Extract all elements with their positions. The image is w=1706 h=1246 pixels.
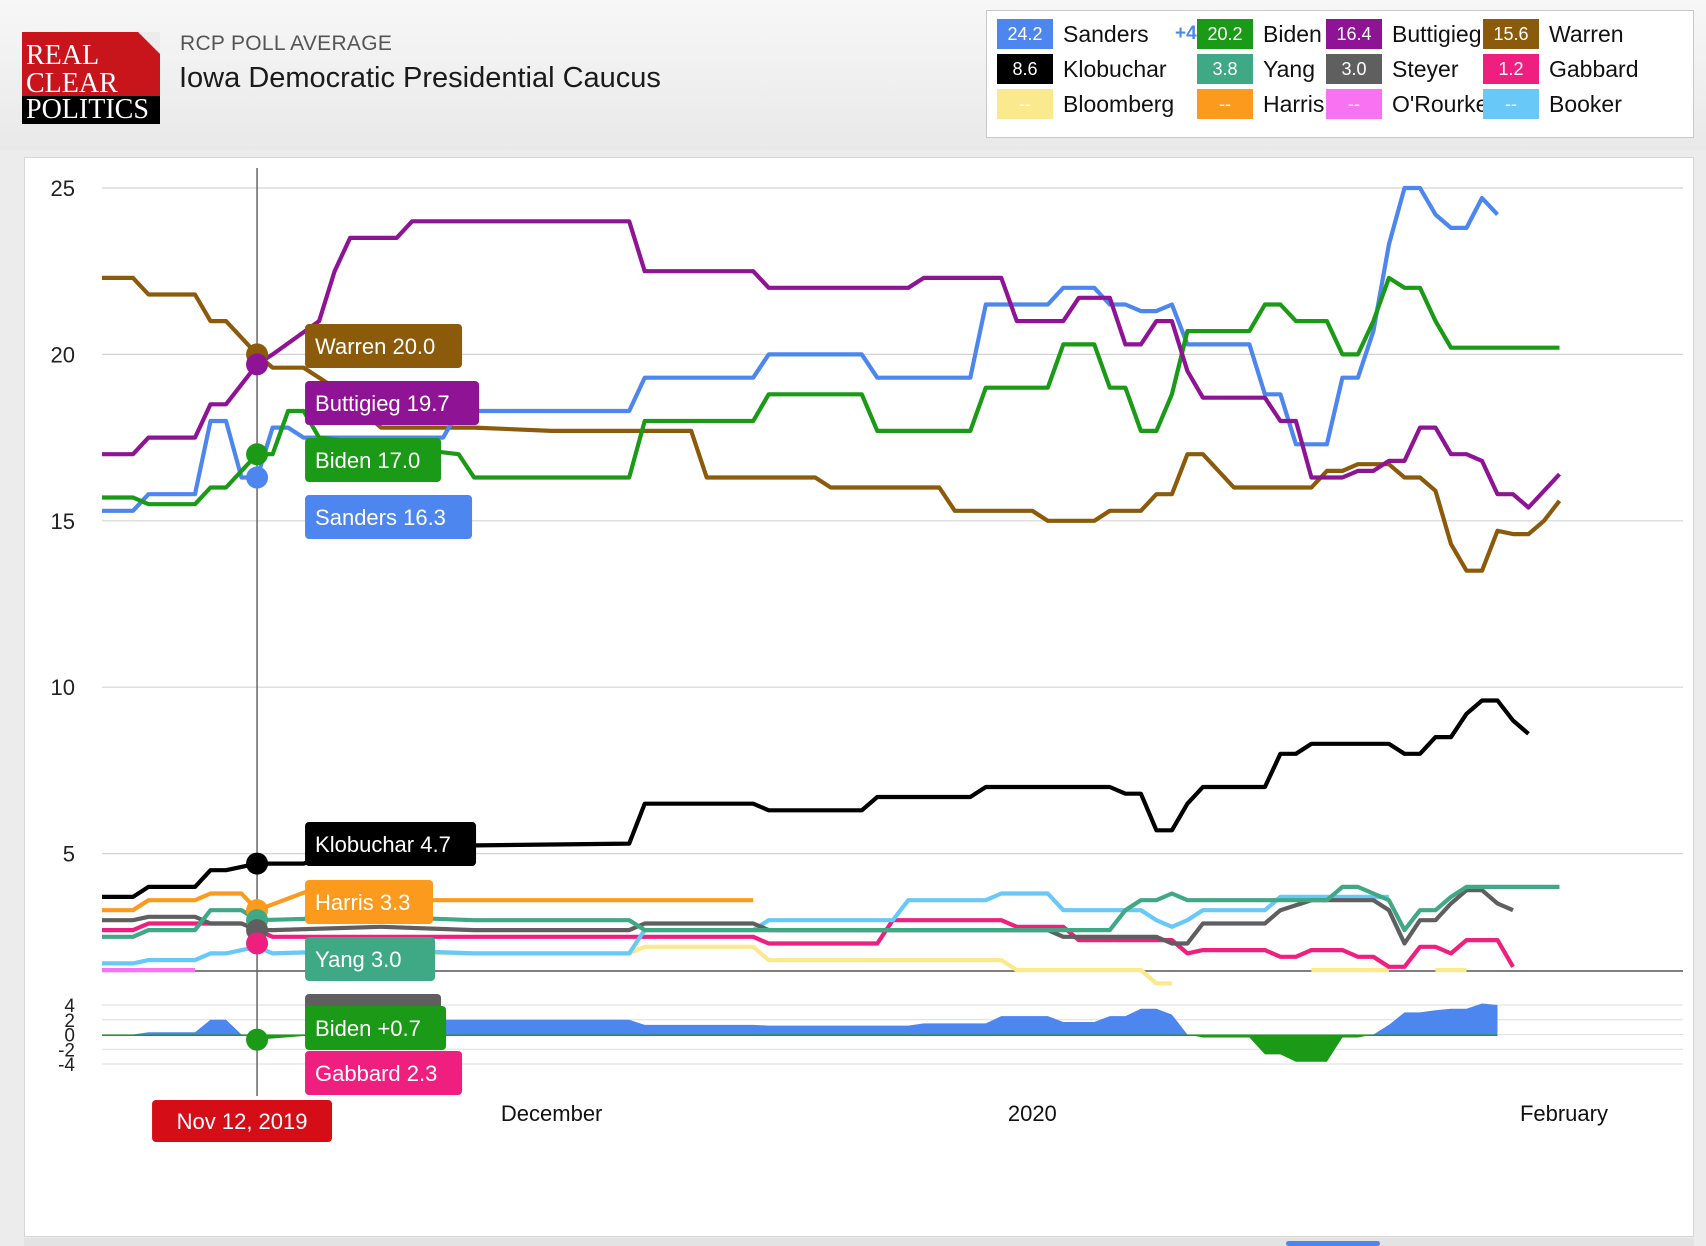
hover-marker-sanders [246, 466, 269, 489]
legend-name-warren: Warren [1549, 21, 1624, 47]
legend-value-yang: 3.8 [1197, 54, 1253, 84]
logo-line-1: REAL [26, 40, 100, 71]
x-tick-label: December [501, 1101, 602, 1126]
y-tick-label: 15 [51, 509, 75, 534]
hover-marker-gabbard [246, 932, 269, 955]
logo-line-3: POLITICS [22, 96, 160, 124]
hover-label-box [305, 324, 463, 368]
y-tick-label: 25 [51, 176, 75, 201]
hover-marker-klobuchar [246, 852, 269, 875]
hover-label-gabbard: Gabbard 2.3 [305, 1051, 463, 1095]
x-tick-label: February [1520, 1101, 1608, 1126]
legend-name-biden: Biden [1263, 21, 1322, 47]
hover-label-text: Harris 3.3 [315, 890, 410, 915]
hover-label-box [305, 495, 473, 539]
range-selector-handle[interactable] [1286, 1241, 1380, 1246]
hover-label-box [305, 822, 477, 866]
legend-name-orourke: O'Rourke [1392, 91, 1489, 117]
hover-label-harris: Harris 3.3 [305, 880, 434, 924]
legend-value-klobuchar: 8.6 [997, 54, 1053, 84]
legend-value-bloomberg: -- [997, 89, 1053, 119]
hover-label-yang: Yang 3.0 [305, 937, 436, 981]
hover-date-badge [152, 1100, 333, 1142]
legend-value-sanders: 24.2 [997, 19, 1053, 49]
series-line-biden[interactable] [102, 275, 1560, 507]
y-tick-label: 10 [51, 675, 75, 700]
y-tick-label: 5 [63, 842, 75, 867]
legend-name-steyer: Steyer [1392, 56, 1459, 82]
legend-name-klobuchar: Klobuchar [1063, 56, 1167, 82]
legend-value-steyer: 3.0 [1326, 54, 1382, 84]
series-line-steyer[interactable] [102, 888, 1514, 946]
legend-name-sanders: Sanders [1063, 21, 1149, 47]
spread-area-positive [102, 1003, 1498, 1035]
legend-value-booker: -- [1483, 89, 1539, 119]
y-tick-label: 20 [51, 342, 75, 367]
series-line-yang[interactable] [102, 884, 1560, 939]
spread-y-tick-label: 4 [64, 996, 75, 1017]
hover-label-text: Warren 20.0 [315, 334, 435, 359]
hover-label-box [305, 381, 480, 425]
series-line-gabbard[interactable] [102, 918, 1515, 969]
hover-label-warren: Warren 20.0 [305, 324, 463, 368]
legend-name-yang: Yang [1263, 56, 1316, 82]
series-line-klobuchar[interactable] [102, 698, 1530, 899]
series-line-warren[interactable] [102, 275, 1562, 573]
hover-label-klobuchar: Klobuchar 4.7 [305, 822, 477, 866]
hover-label-box [305, 1051, 463, 1095]
series-line-booker[interactable] [102, 891, 1389, 966]
header: REAL CLEAR POLITICS RCP POLL AVERAGE Iow… [0, 0, 1706, 150]
logo-fold [138, 32, 160, 54]
hover-label-box [305, 880, 434, 924]
hover-label-spread: Biden +0.7 [305, 1006, 447, 1050]
legend-value-buttigieg: 16.4 [1326, 19, 1382, 49]
rcp-logo[interactable]: REAL CLEAR POLITICS [22, 32, 160, 124]
legend-value-gabbard: 1.2 [1483, 54, 1539, 84]
page-title: Iowa Democratic Presidential Caucus [179, 62, 661, 94]
legend-value-harris: -- [1197, 89, 1253, 119]
hover-label-box [305, 438, 442, 482]
hover-label-text: Biden 17.0 [315, 448, 420, 473]
hover-label-text: Buttigieg 19.7 [315, 391, 450, 416]
legend-name-gabbard: Gabbard [1549, 56, 1639, 82]
spread-y-tick-label: -2 [58, 1040, 75, 1061]
hover-label-biden: Biden 17.0 [305, 438, 442, 482]
hover-label-text: Sanders 16.3 [315, 505, 446, 530]
legend-name-booker: Booker [1549, 91, 1622, 117]
hover-label-buttigieg: Buttigieg 19.7 [305, 381, 480, 425]
legend-name-bloomberg: Bloomberg [1063, 91, 1175, 117]
chart-panel[interactable]: 5 10 15 20 25 4 2 0 -2 -4 December 2020 February Nov … [24, 157, 1694, 1237]
spread-y-tick-label: 0 [64, 1026, 75, 1047]
hover-label-text: Yang 3.0 [315, 947, 401, 972]
hover-labels: Warren 20.0 Buttigieg 19.7 Biden 17.0 Sande… [246, 324, 480, 1095]
legend: 24.2 Sanders +4.0 20.2 Biden 16.4 Buttigieg 15.… [986, 10, 1694, 138]
hover-label-box [305, 1006, 447, 1050]
hover-label-box [305, 937, 436, 981]
logo-line-2: CLEAR [26, 68, 118, 99]
legend-value-warren: 15.6 [1483, 19, 1539, 49]
legend-name-harris: Harris [1263, 91, 1325, 117]
x-tick-label: 2020 [1008, 1101, 1057, 1126]
hover-label-sanders: Sanders 16.3 [305, 495, 473, 539]
hover-label-text: Klobuchar 4.7 [315, 832, 451, 857]
hover-marker-spread [246, 1028, 269, 1051]
hover-date-label: Nov 12, 2019 [177, 1109, 308, 1134]
hover-marker-biden [246, 443, 269, 466]
legend-value-orourke: -- [1326, 89, 1382, 119]
legend-value-biden: 20.2 [1197, 19, 1253, 49]
legend-name-buttigieg: Buttigieg [1392, 21, 1482, 47]
hover-label-text: Biden +0.7 [315, 1016, 421, 1041]
range-selector[interactable] [24, 1238, 1694, 1246]
hover-label-text: Gabbard 2.3 [315, 1061, 437, 1086]
spread-area-negative [102, 1034, 1498, 1062]
spread-y-tick-label: -4 [58, 1055, 75, 1076]
kicker-label: RCP POLL AVERAGE [180, 32, 393, 55]
spread-y-tick-label: 2 [64, 1011, 75, 1032]
hover-marker-buttigieg [246, 353, 269, 376]
